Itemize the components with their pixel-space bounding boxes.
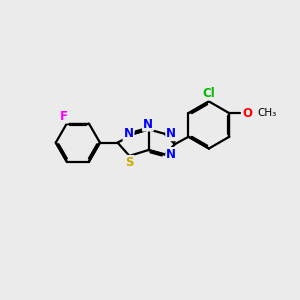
Text: Cl: Cl	[202, 87, 215, 100]
Text: N: N	[143, 118, 153, 130]
Text: O: O	[242, 107, 252, 120]
Text: N: N	[124, 127, 134, 140]
Text: S: S	[125, 156, 134, 169]
Text: N: N	[166, 127, 176, 140]
Text: F: F	[60, 110, 68, 123]
Text: N: N	[166, 148, 176, 161]
Text: CH₃: CH₃	[257, 108, 277, 118]
